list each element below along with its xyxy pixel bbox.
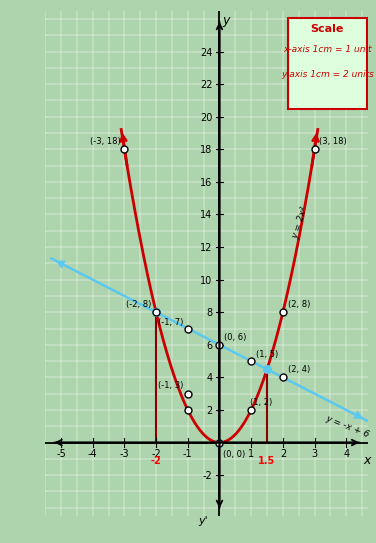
Text: y': y' bbox=[199, 516, 208, 526]
Text: y = 2x²: y = 2x² bbox=[291, 205, 310, 240]
Text: -2: -2 bbox=[151, 456, 161, 465]
Text: (2, 4): (2, 4) bbox=[288, 365, 310, 374]
Text: (1, 5): (1, 5) bbox=[256, 350, 278, 359]
Text: (1, 2): (1, 2) bbox=[250, 397, 272, 407]
Text: (-3, 18): (-3, 18) bbox=[91, 137, 121, 146]
Text: (-1, 7): (-1, 7) bbox=[158, 318, 183, 327]
Text: (-2, 8): (-2, 8) bbox=[126, 300, 151, 309]
FancyBboxPatch shape bbox=[288, 18, 367, 110]
Text: y = -x + 6: y = -x + 6 bbox=[324, 413, 370, 439]
Text: x-axis 1cm = 1 unit: x-axis 1cm = 1 unit bbox=[283, 45, 371, 54]
Text: x: x bbox=[364, 454, 371, 467]
Text: (-1, 3): (-1, 3) bbox=[158, 381, 183, 390]
Text: (3, 18): (3, 18) bbox=[319, 137, 347, 146]
Text: (0, 6): (0, 6) bbox=[224, 332, 247, 342]
Text: (2, 8): (2, 8) bbox=[288, 300, 310, 309]
Text: Scale: Scale bbox=[311, 24, 344, 34]
Text: y-axis 1cm = 2 units: y-axis 1cm = 2 units bbox=[281, 70, 374, 79]
Text: 1.5: 1.5 bbox=[258, 456, 276, 465]
Text: (0, 0): (0, 0) bbox=[223, 450, 246, 459]
Text: y: y bbox=[223, 14, 230, 27]
